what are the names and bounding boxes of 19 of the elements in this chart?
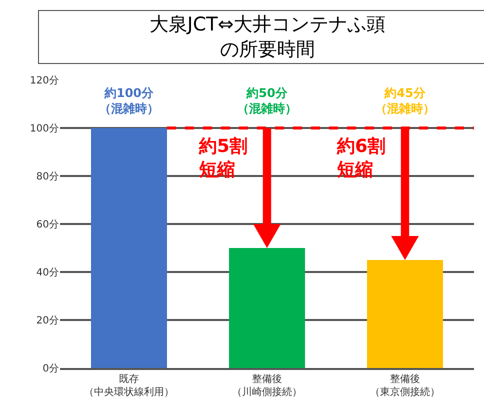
y-tick-label: 60分 <box>36 218 59 230</box>
x-tick-label: 既存（中央環状線利用） <box>84 373 174 398</box>
bar <box>367 260 443 368</box>
y-tick-label: 80分 <box>36 170 59 182</box>
y-tick-label: 100分 <box>30 122 59 134</box>
y-tick-label: 120分 <box>30 74 59 86</box>
x-tick-label: 整備後（東京側接続） <box>370 373 440 398</box>
annotation: 約5割短縮 <box>198 136 248 180</box>
y-tick-label: 0分 <box>42 362 59 374</box>
bar <box>91 128 167 368</box>
chart-title: 大泉JCT⇔大井コンテナふ頭の所要時間 <box>149 14 386 60</box>
x-tick-label: 整備後（川崎側接続） <box>232 373 302 398</box>
y-tick-label: 20分 <box>36 314 59 326</box>
annotation: 約6割短縮 <box>336 136 386 180</box>
y-tick-label: 40分 <box>36 266 59 278</box>
annotation: 約100分（混雑時） <box>99 86 159 116</box>
annotation: 約50分（混雑時） <box>237 86 297 116</box>
bar <box>229 248 305 368</box>
annotation: 約45分（混雑時） <box>375 86 435 116</box>
